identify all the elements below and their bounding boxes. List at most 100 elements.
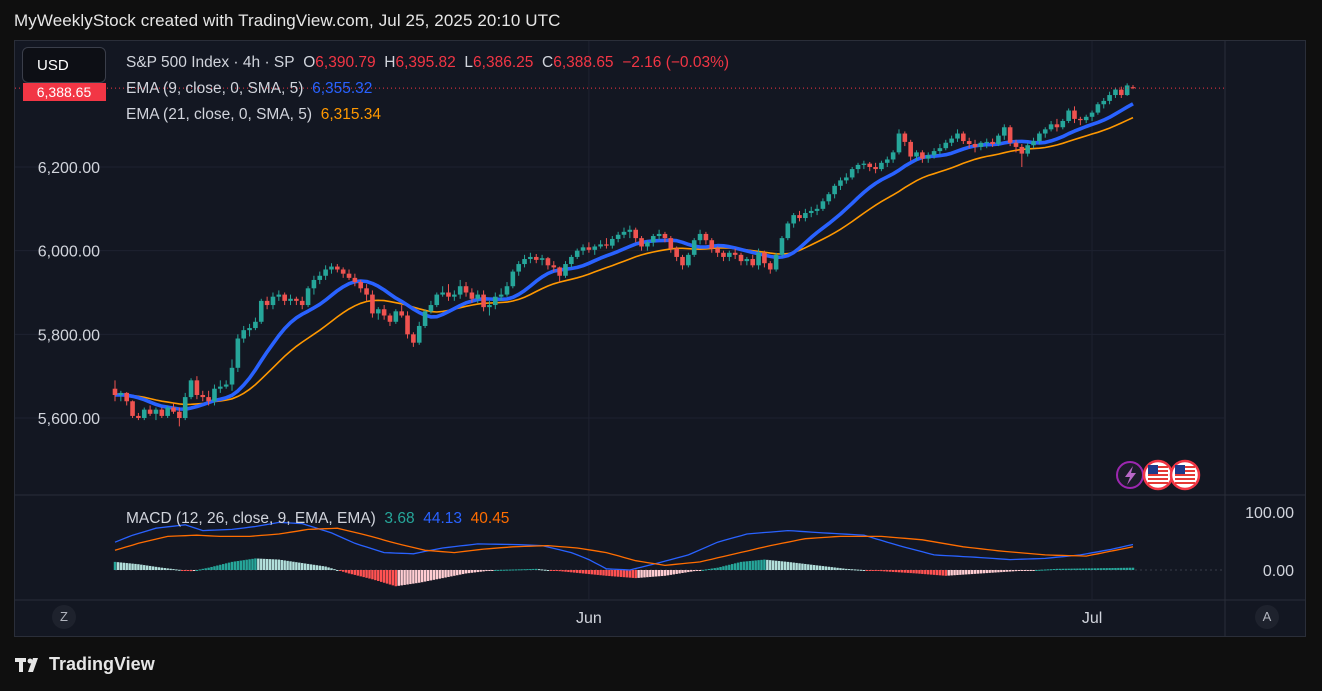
candle-body xyxy=(276,294,282,297)
ema21-value: 6,315.34 xyxy=(320,106,382,123)
macd-histogram-bar xyxy=(1070,568,1073,570)
candle xyxy=(504,282,510,297)
candle xyxy=(182,392,188,421)
macd-histogram-bar xyxy=(262,558,266,570)
candle xyxy=(1048,120,1054,132)
macd-histogram-bar xyxy=(198,569,202,571)
macd-histogram-bar xyxy=(979,570,983,574)
us-flag-stripe xyxy=(1148,482,1168,484)
candle-body xyxy=(329,266,334,270)
macd-histogram-bar xyxy=(186,570,190,571)
macd-histogram-bar xyxy=(590,570,594,575)
macd-histogram-bar xyxy=(821,566,825,570)
candle xyxy=(996,133,1001,147)
candle-body xyxy=(797,215,802,219)
candle-body xyxy=(715,248,720,253)
candle-body xyxy=(732,252,738,255)
candle xyxy=(352,273,358,287)
candle-body xyxy=(785,223,791,239)
macd-histogram-bar xyxy=(125,563,128,570)
candle xyxy=(931,148,937,159)
macd-histogram-bar xyxy=(1087,568,1091,570)
macd-histogram-bar xyxy=(932,570,936,575)
candle xyxy=(177,407,182,427)
macd-histogram-bar xyxy=(587,570,591,575)
macd-histogram-bar xyxy=(204,568,207,570)
macd-histogram-bar xyxy=(941,570,945,576)
macd-histogram-bar xyxy=(824,566,828,570)
candle xyxy=(750,254,756,268)
candle xyxy=(615,231,621,243)
macd-histogram-bar xyxy=(842,568,845,570)
macd-histogram-bar xyxy=(608,570,611,577)
macd-histogram-bar xyxy=(271,559,275,570)
macd-histogram-bar xyxy=(374,570,377,581)
us-flag-canton xyxy=(1175,465,1185,474)
macd-histogram-bar xyxy=(420,570,424,583)
macd-histogram-bar xyxy=(216,565,219,570)
macd-histogram-bar xyxy=(894,570,898,573)
macd-histogram-bar xyxy=(113,561,117,570)
candle-body xyxy=(604,244,609,246)
macd-histogram-bar xyxy=(660,570,664,577)
candle xyxy=(1066,108,1071,124)
macd-histogram-bar xyxy=(245,559,248,570)
candle-body xyxy=(627,229,633,232)
macd-histogram-bar xyxy=(997,570,1000,573)
macd-histogram-bar xyxy=(195,570,199,571)
auto-scale-button[interactable]: A xyxy=(1255,605,1279,629)
candle xyxy=(212,384,217,406)
candle xyxy=(229,359,235,391)
macd-histogram-bar xyxy=(912,570,915,574)
currency-button[interactable]: USD xyxy=(22,47,106,83)
price-legend: S&P 500 Index · 4h · SP O6,390.79 H6,395… xyxy=(126,54,729,72)
macd-histogram-bar xyxy=(970,570,974,575)
macd-signal-value: 40.45 xyxy=(470,510,510,527)
macd-histogram-bar xyxy=(1076,568,1079,570)
macd-histogram-bar xyxy=(848,569,851,571)
us-flag-stripe xyxy=(1175,482,1195,484)
zoom-left-button[interactable]: Z xyxy=(52,605,76,629)
macd-histogram-bar xyxy=(815,565,819,570)
grid-lines xyxy=(15,41,1306,636)
us-flag-icon xyxy=(1142,459,1174,491)
macd-histogram-bar xyxy=(175,569,178,571)
macd-histogram-bar xyxy=(868,570,871,571)
candle-body xyxy=(405,315,410,335)
macd-histogram-bar xyxy=(1064,568,1067,570)
macd-histogram-bar xyxy=(526,569,529,571)
macd-histogram-bar xyxy=(233,561,237,570)
candle xyxy=(241,325,247,343)
candle-body xyxy=(235,338,241,368)
macd-histogram-bar xyxy=(456,570,459,576)
candle-body xyxy=(563,264,568,276)
macd-histogram-bar xyxy=(1003,570,1006,572)
candle xyxy=(130,400,135,418)
candle-body xyxy=(826,194,832,202)
macd-histogram-bar xyxy=(733,563,737,570)
candle xyxy=(247,323,252,337)
candle-body xyxy=(908,141,913,157)
candle-body xyxy=(153,409,159,414)
candle-body xyxy=(849,169,855,178)
candle xyxy=(791,213,796,228)
macd-histogram-bar xyxy=(1061,568,1065,570)
candle xyxy=(855,162,861,174)
candle xyxy=(639,236,644,251)
candle-body xyxy=(147,409,153,414)
macd-histogram-bar xyxy=(1055,568,1059,570)
macd-histogram-bar xyxy=(535,568,538,570)
macd-histogram-bar xyxy=(1067,568,1070,570)
macd-histogram-bar xyxy=(792,562,795,570)
candle xyxy=(961,131,966,144)
candle-body xyxy=(358,282,364,289)
macd-histogram-bar xyxy=(377,570,380,582)
candle-body xyxy=(943,142,949,149)
low-label: L xyxy=(464,54,474,71)
candle-body xyxy=(1078,118,1083,121)
ema21-label: EMA (21, close, 0, SMA, 5) xyxy=(126,106,313,123)
macd-histogram-bar xyxy=(646,570,649,578)
macd-histogram-bar xyxy=(517,569,520,571)
candle xyxy=(223,380,229,389)
